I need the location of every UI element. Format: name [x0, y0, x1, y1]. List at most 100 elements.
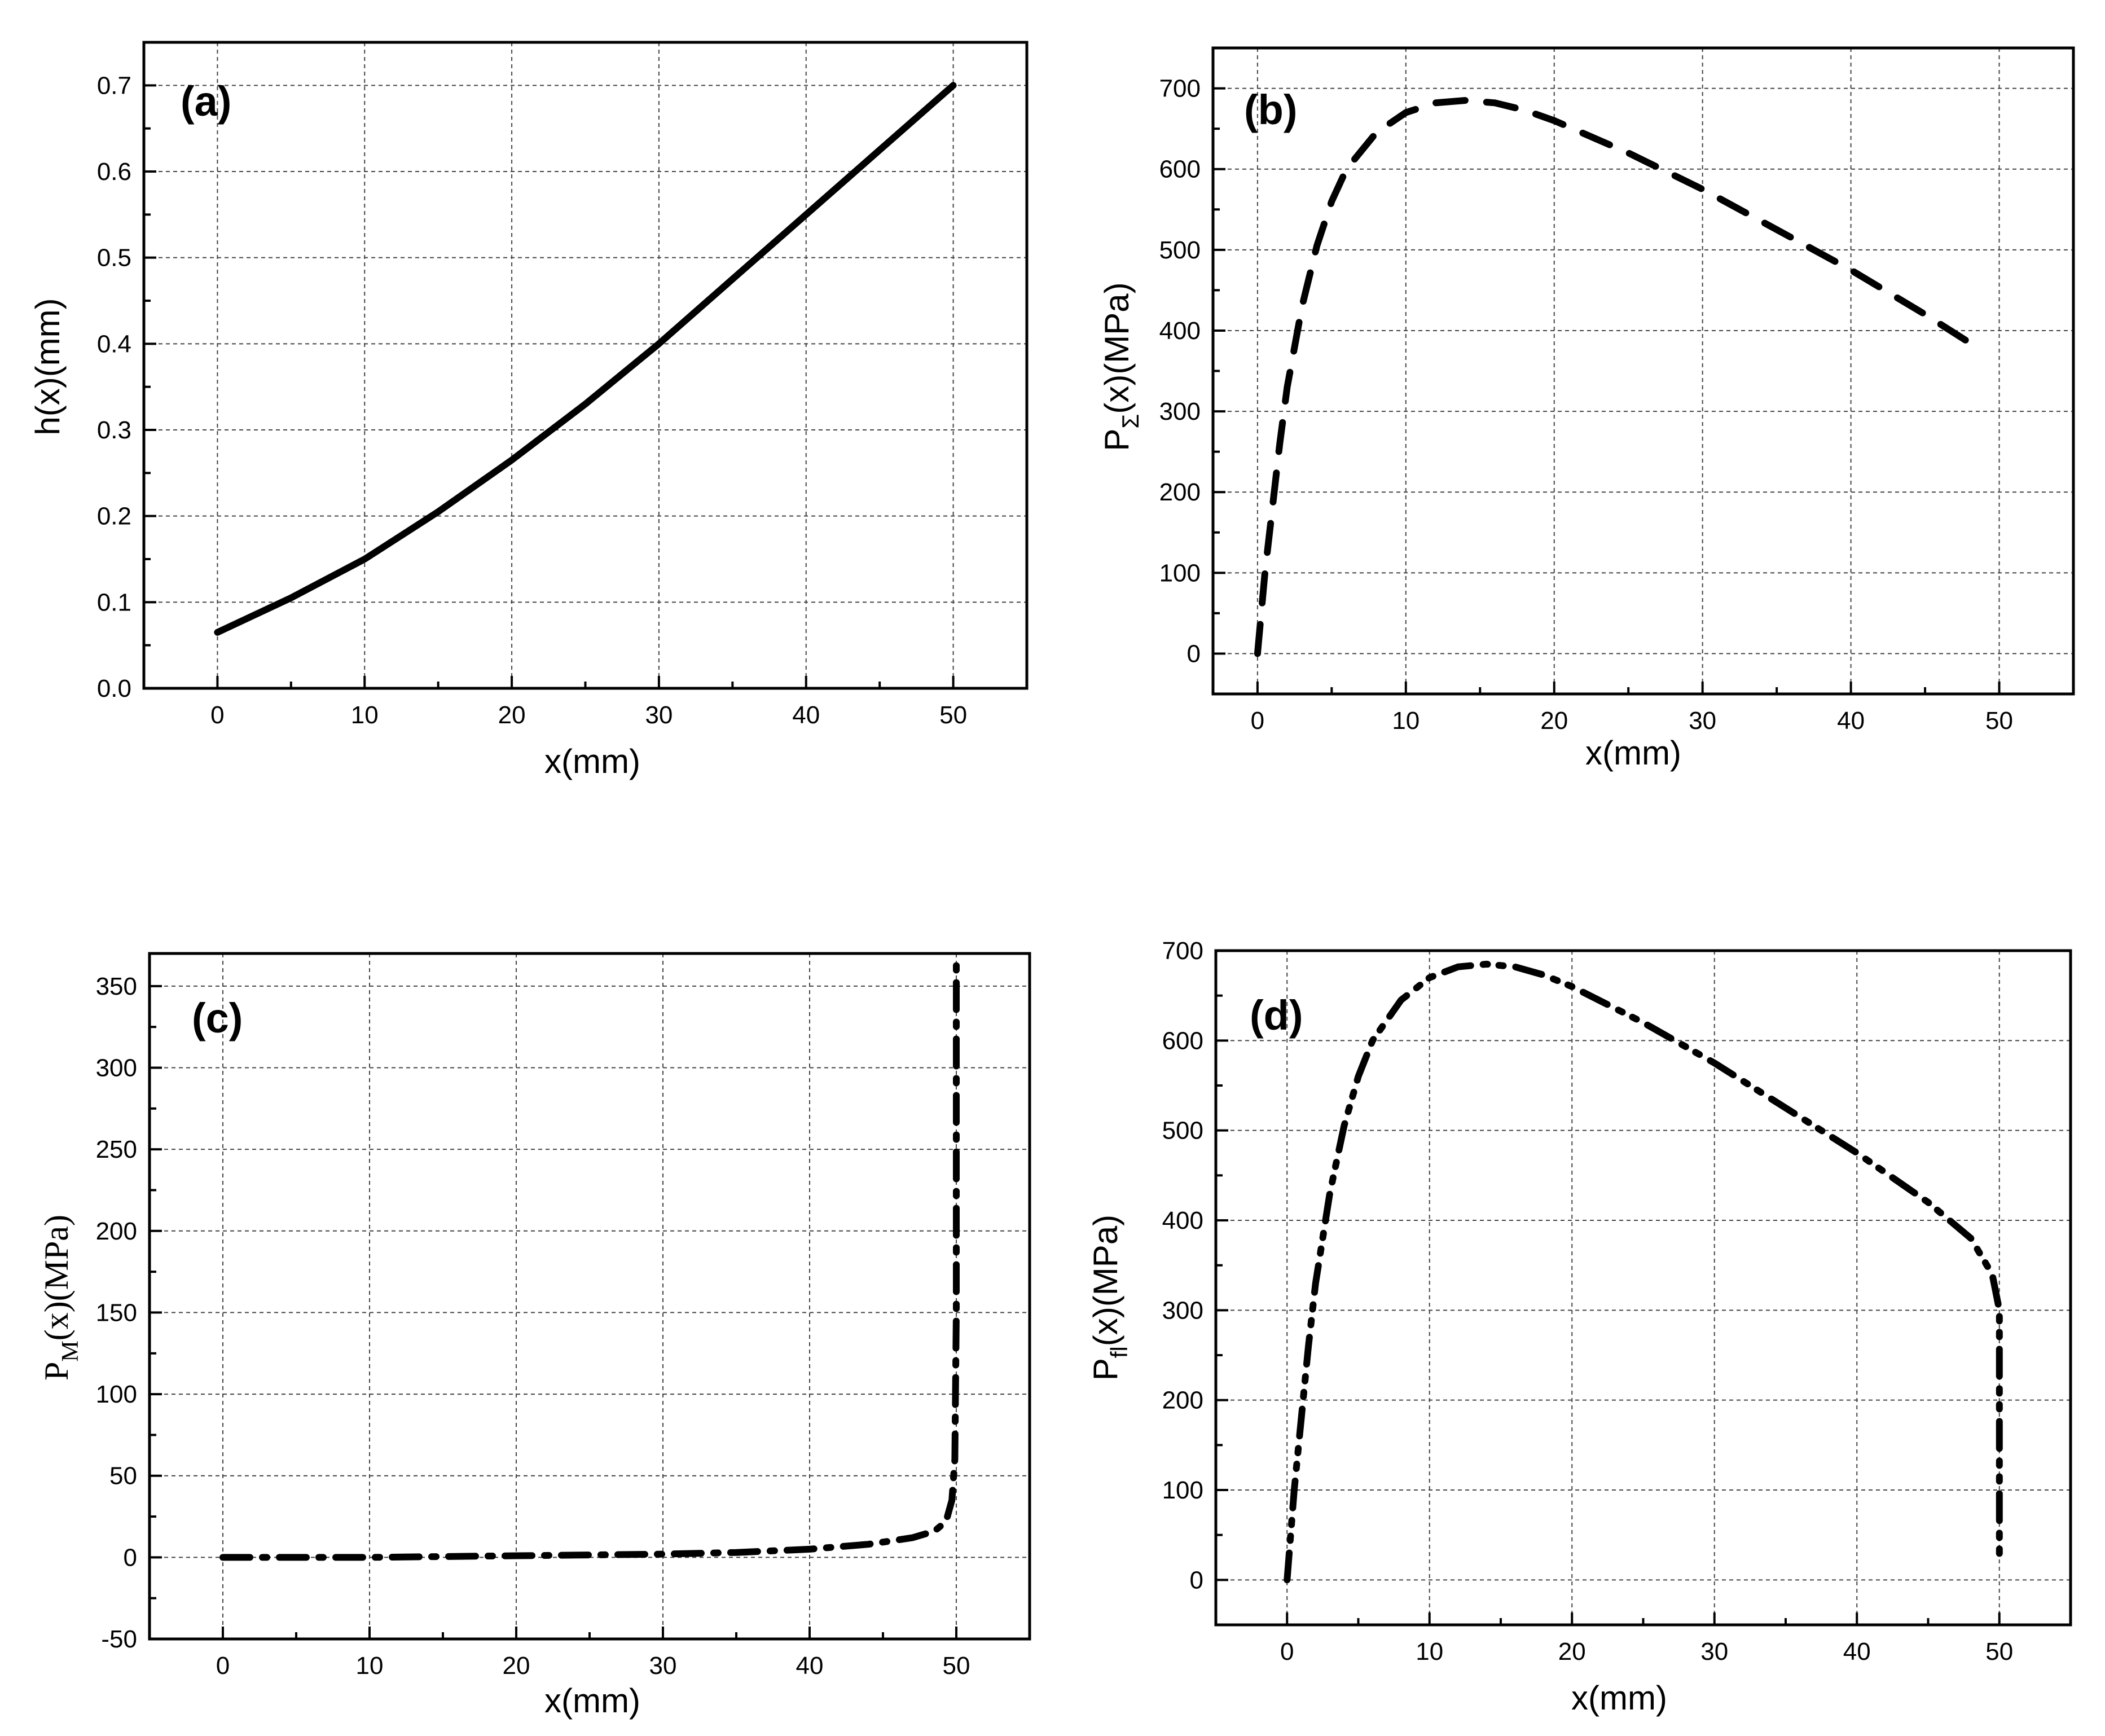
panel-c-tick-labels: 0 10 20 30 40 50 -50 0 50 100 150 200 250 300 350	[96, 973, 970, 1680]
panel-c-x-tick-label: 50	[943, 1652, 970, 1680]
panel-d-y-axis-title-main: P	[1087, 1358, 1124, 1381]
panel-a-series	[214, 82, 957, 636]
panel-b-y-tick-label: 700	[1159, 75, 1201, 103]
panel-b-y-tick-label: 200	[1159, 478, 1201, 506]
panel-a-y-axis-title: h(x)(mm)	[29, 298, 67, 435]
panel-a-y-tick-label: 0.7	[97, 72, 131, 99]
panel-c-y-tick-label: 350	[96, 973, 137, 1000]
panel-b-x-tick-label: 0	[1251, 707, 1264, 735]
panel-d-y-axis-title: Pfl(x)(MPa)	[1087, 1215, 1132, 1381]
panel-c-x-tick-label: 30	[649, 1652, 677, 1680]
panel-c-series-line	[219, 958, 960, 1561]
panel-c-y-axis-title-main: P	[38, 1362, 75, 1381]
panel-b-x-axis-title: x(mm)	[1585, 734, 1681, 772]
panel-d-x-tick-label: 50	[1985, 1638, 2013, 1665]
panel-d-frame	[1214, 949, 2072, 1627]
panel-a-y-tick-label: 0.6	[97, 158, 131, 186]
panel-d-y-tick-label: 0	[1190, 1566, 1203, 1594]
panel-d-x-tick-label: 30	[1700, 1638, 1728, 1665]
panel-d-x-tick-label: 10	[1416, 1638, 1443, 1665]
panel-d-x-tick-label: 20	[1558, 1638, 1586, 1665]
panel-d-x-tick-label: 0	[1280, 1638, 1294, 1665]
panel-b-series	[1254, 97, 1973, 657]
panel-d-grid	[1216, 950, 2071, 1625]
panel-a-x-axis-title: x(mm)	[544, 742, 640, 780]
panel-b-x-tick-label: 40	[1837, 707, 1865, 735]
panel-d-x-tick-label: 40	[1843, 1638, 1871, 1665]
panel-b-y-axis-title-rest: (x)(MPa)	[1098, 282, 1136, 414]
panel-d-y-tick-label: 200	[1162, 1387, 1203, 1414]
panel-b-frame	[1211, 46, 2075, 696]
panel-b-x-tick-label: 10	[1392, 707, 1420, 735]
panel-b-y-tick-label: 600	[1159, 156, 1201, 183]
panel-c-y-tick-label: 150	[96, 1299, 137, 1326]
panel-b-grid	[1213, 48, 2073, 694]
panel-c-ticks	[150, 985, 957, 1640]
panel-c-frame	[148, 952, 1031, 1641]
panel-a-ticks	[144, 84, 955, 689]
panel-d-series-line	[1284, 960, 2003, 1584]
panel-b-ticks	[1213, 87, 2001, 694]
panel-c-label: (c)	[192, 995, 243, 1041]
panel-d-y-axis-title-sub: fl	[1106, 1346, 1132, 1358]
panel-d-label: (d)	[1250, 992, 1303, 1039]
panel-c-x-tick-label: 40	[796, 1652, 824, 1680]
panel-a-label: (a)	[181, 78, 231, 125]
panel-b-label: (b)	[1244, 86, 1298, 133]
panel-a-y-tick-label: 0.1	[97, 588, 131, 616]
panel-a-x-tick-label: 10	[351, 701, 379, 729]
panel-a-y-tick-label: 0.2	[97, 503, 131, 530]
panel-b-x-tick-label: 50	[1985, 707, 2013, 735]
panel-a-tick-labels: 0 10 20 30 40 50 0.0 0.1 0.2 0.3 0.4 0.5 0.6 0.7	[97, 72, 967, 729]
panel-a-x-tick-label: 40	[792, 701, 820, 729]
panel-b-y-axis-title-sub: Σ	[1117, 414, 1144, 429]
panel-a-y-tick-label: 0.4	[97, 330, 131, 358]
panel-b-y-tick-label: 400	[1159, 317, 1201, 345]
panel-c-x-tick-label: 20	[503, 1652, 530, 1680]
panel-a-series-line	[214, 82, 957, 636]
panel-a: 0 10 20 30 40 500.00.10.20.30.40.50.60.7 (a) …	[29, 41, 1029, 780]
panel-a-y-tick-label: 0.5	[97, 244, 131, 272]
panel-c-y-axis-title-sub: M	[58, 1341, 84, 1361]
panel-a-x-tick-label: 50	[939, 701, 967, 729]
panel-d-y-axis-title-rest: (x)(MPa)	[1087, 1215, 1124, 1346]
panel-a-x-tick-label: 20	[498, 701, 526, 729]
panel-b-y-axis-title: PΣ(x)(MPa)	[1098, 282, 1144, 451]
panel-c-x-axis-title: x(mm)	[544, 1682, 640, 1720]
panel-c-x-tick-label: 10	[356, 1652, 384, 1680]
panel-d-y-tick-label: 400	[1162, 1207, 1203, 1234]
panel-a-y-tick-label: 0.0	[97, 675, 131, 702]
panel-d-y-tick-label: 100	[1162, 1476, 1203, 1504]
panel-c-series	[219, 958, 960, 1561]
panel-c-grid	[150, 953, 1030, 1640]
panel-d-y-tick-label: 600	[1162, 1027, 1203, 1054]
panel-d-y-tick-label: 300	[1162, 1296, 1203, 1324]
panel-b-x-tick-label: 20	[1540, 707, 1568, 735]
panel-d-series	[1284, 960, 2003, 1584]
panel-a-x-tick-label: 30	[645, 701, 673, 729]
panel-a-y-tick-label: 0.3	[97, 416, 131, 444]
panel-c-y-tick-label: 100	[96, 1381, 137, 1408]
panel-c-y-tick-label: 50	[109, 1462, 137, 1490]
panel-b-y-tick-label: 0	[1187, 640, 1201, 667]
panel-c-y-axis-title: PM(x)(MPa)	[38, 1215, 84, 1381]
panel-c-x-tick-label: 0	[216, 1652, 230, 1680]
panel-b-series-line	[1254, 97, 1973, 657]
panel-d-y-tick-label: 500	[1162, 1117, 1203, 1145]
panel-c-y-tick-label: 250	[96, 1136, 137, 1163]
panel-c-y-tick-label: -50	[101, 1625, 137, 1653]
panel-c-y-axis-title-rest: (x)(MPa)	[38, 1215, 75, 1341]
panel-c-y-tick-label: 200	[96, 1218, 137, 1245]
panel-b-x-tick-label: 30	[1689, 707, 1716, 735]
panel-b-y-axis-title-main: P	[1098, 429, 1136, 451]
panel-d-ticks	[1216, 950, 2001, 1625]
panel-d-y-tick-label: 700	[1162, 937, 1203, 965]
panel-d-x-axis-title: x(mm)	[1571, 1679, 1667, 1717]
panel-b-y-tick-label: 100	[1159, 559, 1201, 587]
